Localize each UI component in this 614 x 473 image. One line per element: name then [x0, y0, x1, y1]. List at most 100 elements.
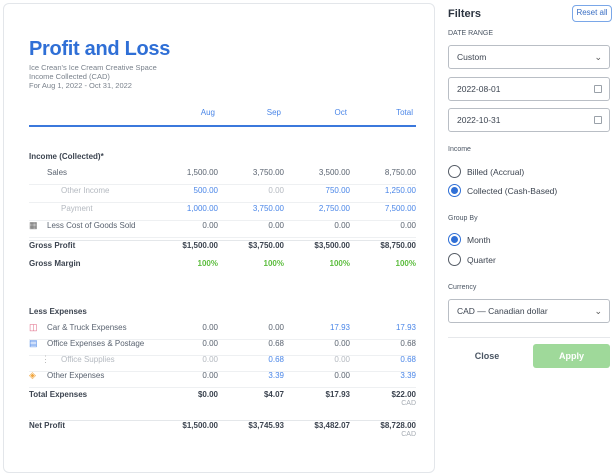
cell-oct[interactable]: 17.93 [329, 323, 350, 332]
cell-total[interactable]: 17.93 [395, 323, 416, 332]
radio-label: Collected (Cash-Based) [467, 186, 558, 196]
row-label: Office Expenses & Postage [47, 339, 145, 348]
cell-sep: 0.00 [268, 221, 284, 230]
row-label: Total Expenses [29, 390, 88, 399]
column-header-total: Total [396, 108, 413, 117]
cogs-icon: ▦ [29, 220, 38, 230]
cell-oct: 0.00 [334, 371, 350, 380]
filters-panel: Filters Reset all DATE RANGE Custom ⌄ 202… [436, 0, 614, 462]
date-range-select[interactable]: Custom ⌄ [448, 45, 610, 69]
start-date-input[interactable]: 2022-08-01 [448, 77, 610, 101]
radio-billed-accrual[interactable]: Billed (Accrual) [448, 165, 524, 179]
table-row: Less Expenses [29, 307, 416, 324]
cell-total: 100% [395, 259, 416, 268]
cell-sep: $3,745.93 [248, 421, 284, 430]
tag-icon: ◈ [29, 370, 36, 380]
radio-month[interactable]: Month [448, 233, 491, 247]
table-row: Payment 1,000.00 3,750.00 2,750.00 7,500.00 [29, 204, 416, 221]
cell-oct: 0.00 [334, 221, 350, 230]
currency-label: Currency [448, 284, 477, 291]
row-label: Gross Profit [29, 241, 76, 250]
group-by-label: Group By [448, 215, 478, 222]
row-label: Car & Truck Expenses [47, 323, 127, 332]
cell-total: $22.00 [391, 390, 416, 399]
row-label: Payment [61, 204, 93, 213]
table-row: Total Expenses $0.00 $4.07 $17.93 $22.00 CAD [29, 390, 416, 407]
table-row: ◫ Car & Truck Expenses 0.00 0.00 17.93 17.93 [29, 322, 416, 340]
cell-total[interactable]: 1,250.00 [384, 186, 416, 195]
cell-aug[interactable]: 500.00 [193, 186, 218, 195]
calendar-icon[interactable] [594, 116, 602, 124]
chevron-down-icon: ⌄ [594, 52, 602, 62]
cell-oct[interactable]: 2,750.00 [318, 204, 350, 213]
cell-oct: $3,500.00 [314, 241, 350, 250]
column-header-sep: Sep [266, 108, 281, 117]
row-label: Other Expenses [47, 371, 105, 380]
table-row: Other Income 500.00 0.00 750.00 1,250.00 [29, 186, 416, 203]
row-label: Sales [47, 168, 68, 177]
radio-circle[interactable] [448, 233, 461, 246]
table-row: ▤ Office Expenses & Postage 0.00 0.68 0.00 0.… [29, 338, 416, 356]
apply-button[interactable]: Apply [533, 344, 610, 368]
cell-total[interactable]: 3.39 [400, 371, 416, 380]
row-label: Income (Collected)* [29, 152, 104, 161]
currency-value: CAD — Canadian dollar [457, 306, 548, 316]
page-title: Profit and Loss [29, 38, 171, 60]
cell-oct: $3,482.07 [314, 421, 350, 430]
cell-total: 0.68 [400, 339, 416, 348]
calendar-icon[interactable] [594, 85, 602, 93]
cell-aug: 1,500.00 [186, 168, 218, 177]
report-period: For Aug 1, 2022 - Oct 31, 2022 [29, 81, 132, 90]
cell-total[interactable]: 0.68 [400, 355, 416, 364]
row-label: Other Income [61, 186, 110, 195]
radio-circle[interactable] [448, 184, 461, 197]
table-row: Net Profit $1,500.00 $3,745.93 $3,482.07 $8,… [29, 420, 416, 438]
cell-sep[interactable]: 3,750.00 [252, 204, 284, 213]
currency-note: CAD [401, 400, 416, 407]
cell-sep[interactable]: 0.68 [268, 355, 284, 364]
currency-note: CAD [401, 431, 416, 438]
radio-label: Billed (Accrual) [467, 167, 525, 177]
report-card: Profit and Loss Ice Crean's Ice Cream Cr… [3, 3, 435, 473]
table-row: Income (Collected)* [29, 152, 416, 169]
cell-total: $8,750.00 [380, 241, 416, 250]
chevron-down-icon: ⌄ [594, 306, 602, 316]
cell-sep: 0.68 [268, 339, 284, 348]
close-button[interactable]: Close [474, 351, 500, 361]
car-icon: ◫ [29, 322, 38, 332]
cell-sep: $3,750.00 [248, 241, 284, 250]
radio-circle[interactable] [448, 253, 461, 266]
row-label: Office Supplies [61, 355, 115, 364]
header-divider [29, 125, 416, 127]
cell-aug: 0.00 [202, 339, 218, 348]
cell-total: 8,750.00 [384, 168, 416, 177]
cell-aug: 0.00 [202, 323, 218, 332]
cell-sep: $4.07 [263, 390, 284, 399]
cell-sep[interactable]: 3.39 [268, 371, 284, 380]
cell-oct: 100% [329, 259, 350, 268]
cell-oct: 3,500.00 [318, 168, 350, 177]
end-date-input[interactable]: 2022-10-31 [448, 108, 610, 132]
cell-aug: 0.00 [202, 221, 218, 230]
cell-oct[interactable]: 750.00 [325, 186, 350, 195]
date-range-value: Custom [457, 52, 487, 62]
currency-select[interactable]: CAD — Canadian dollar ⌄ [448, 299, 610, 323]
column-header-aug: Aug [200, 108, 215, 117]
cell-aug[interactable]: 1,000.00 [186, 204, 218, 213]
row-label: Net Profit [29, 421, 65, 430]
reset-all-button[interactable]: Reset all [572, 5, 612, 22]
panel-divider [448, 337, 610, 338]
cell-total: 0.00 [400, 221, 416, 230]
row-label: Gross Margin [29, 259, 81, 268]
radio-label: Month [467, 235, 491, 245]
cell-total[interactable]: 7,500.00 [384, 204, 416, 213]
date-range-label: DATE RANGE [448, 30, 493, 37]
cell-aug: $1,500.00 [182, 241, 218, 250]
radio-label: Quarter [467, 255, 496, 265]
radio-circle[interactable] [448, 165, 461, 178]
radio-quarter[interactable]: Quarter [448, 253, 496, 267]
radio-collected-cash[interactable]: Collected (Cash-Based) [448, 184, 557, 198]
cell-oct: 0.00 [334, 355, 350, 364]
cell-oct: $17.93 [325, 390, 350, 399]
cell-aug: $0.00 [197, 390, 218, 399]
